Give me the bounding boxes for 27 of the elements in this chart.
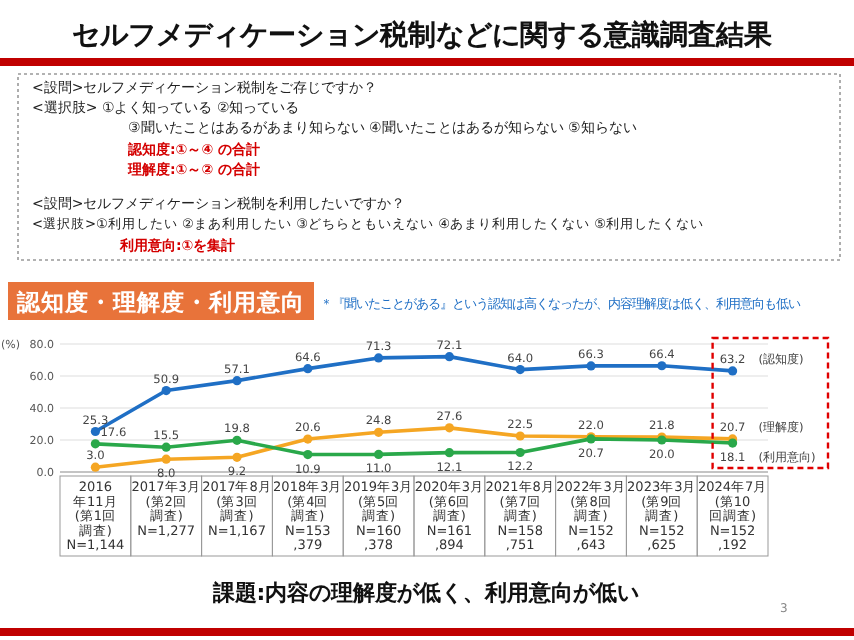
point (161, 454, 171, 464)
point (303, 364, 313, 374)
point (161, 385, 171, 396)
point (444, 423, 454, 433)
point (232, 376, 242, 386)
point (90, 426, 100, 437)
point (303, 434, 313, 444)
chart-subtitle: 認知度・理解度・利用意向 (15, 288, 305, 316)
point (90, 439, 100, 449)
point (374, 427, 384, 437)
point (586, 361, 596, 371)
point (515, 365, 525, 375)
point (303, 449, 313, 460)
text: 課題:内容の理解度が低く、利用意向が低い (210, 580, 640, 606)
point (90, 462, 100, 472)
point (444, 448, 454, 458)
point (728, 366, 738, 376)
chart-title: セルフメディケーション税制などに関する意識調査結果 (72, 18, 774, 52)
point (657, 361, 667, 371)
point (515, 447, 525, 458)
point (161, 442, 171, 452)
point (515, 431, 525, 441)
point (232, 435, 242, 445)
point (374, 353, 384, 363)
point (444, 352, 454, 362)
point (232, 452, 242, 462)
point (374, 449, 384, 459)
